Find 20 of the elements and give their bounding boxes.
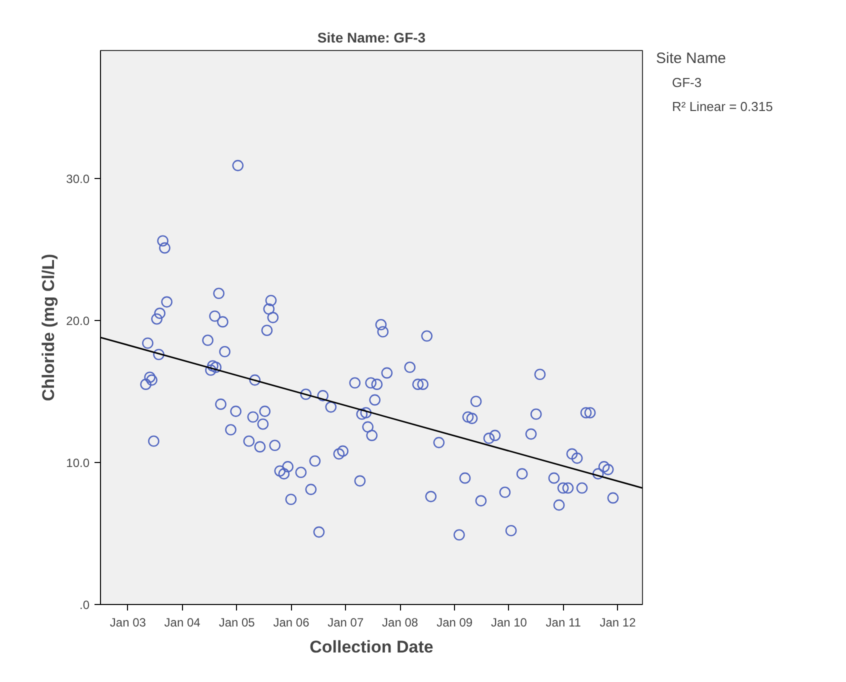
x-tick-label: Jan 04 [164, 616, 201, 630]
x-tick-label: Jan 10 [490, 616, 528, 630]
x-tick-label: Jan 09 [436, 616, 473, 630]
x-tick-label: Jan 03 [110, 616, 146, 630]
x-axis-title: Collection Date [310, 638, 434, 656]
chart-title: Site Name: GF-3 [317, 30, 426, 46]
y-tick-label: 10.0 [66, 456, 90, 470]
x-tick-label: Jan 05 [218, 616, 256, 630]
x-tick-label: Jan 12 [600, 616, 636, 630]
y-axis-title: Chloride (mg Cl/L) [39, 254, 58, 402]
x-tick-label: Jan 07 [328, 616, 364, 630]
y-tick-label: 20.0 [66, 314, 90, 328]
x-tick-label: Jan 06 [273, 616, 310, 630]
y-tick-label: .0 [79, 598, 90, 612]
y-tick-label: 30.0 [66, 172, 90, 186]
x-tick-label: Jan 11 [546, 616, 582, 630]
text: R² Linear = 0.315 [672, 98, 773, 114]
x-tick-label: Jan 08 [382, 616, 418, 630]
legend-title: Site Name [656, 50, 728, 67]
text: GF-3 [672, 74, 702, 90]
